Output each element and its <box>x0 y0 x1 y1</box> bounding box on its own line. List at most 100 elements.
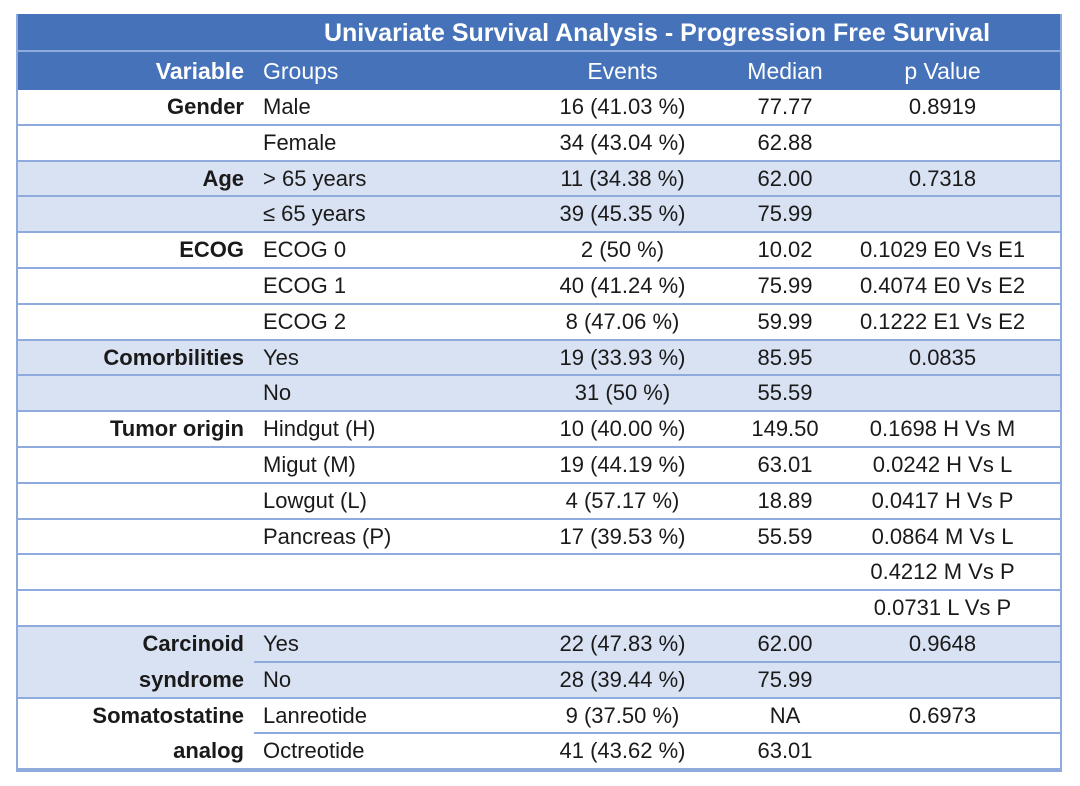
median-cell: 85.95 <box>745 341 825 377</box>
pvalue-cell: 0.4074 E0 Vs E2 <box>825 269 1060 305</box>
pvalue-cell: 0.7318 <box>825 162 1060 198</box>
groups-cell: Octreotide <box>254 734 500 771</box>
pvalue-cell: 0.1698 H Vs M <box>825 412 1060 448</box>
events-cell: 41 (43.62 %) <box>500 734 745 771</box>
median-cell: 77.77 <box>745 90 825 126</box>
table-row: Lowgut (L) 4 (57.17 %) 18.89 0.0417 H Vs… <box>18 483 1060 520</box>
variable-cell <box>18 484 254 520</box>
groups-cell: Lanreotide <box>254 699 500 735</box>
variable-cell <box>18 305 254 341</box>
events-cell: 4 (57.17 %) <box>500 484 745 520</box>
table-row: Pancreas (P) 17 (39.53 %) 55.59 0.0864 M… <box>18 519 1060 556</box>
groups-cell: Migut (M) <box>254 448 500 484</box>
median-cell: 55.59 <box>745 520 825 556</box>
table-row: Somatostatine Lanreotide 9 (37.50 %) NA … <box>18 698 1060 735</box>
pvalue-cell: 0.0242 H Vs L <box>825 448 1060 484</box>
table-row: Migut (M) 19 (44.19 %) 63.01 0.0242 H Vs… <box>18 447 1060 484</box>
groups-cell: No <box>254 663 500 699</box>
events-cell <box>500 555 745 592</box>
groups-cell <box>254 591 500 627</box>
variable-cell: Carcinoid <box>142 630 244 656</box>
events-cell: 2 (50 %) <box>500 233 745 269</box>
groups-cell: Yes <box>254 341 500 377</box>
table-row: Carcinoid Yes 22 (47.83 %) 62.00 0.9648 <box>18 626 1060 663</box>
variable-cell <box>18 126 254 162</box>
groups-cell: Female <box>254 126 500 162</box>
table-row: Tumor origin Hindgut (H) 10 (40.00 %) 14… <box>18 412 1060 448</box>
variable-cell: syndrome <box>18 663 254 699</box>
pvalue-cell <box>825 126 1060 162</box>
variable-cell <box>18 591 254 627</box>
pvalue-cell <box>825 734 1060 771</box>
groups-cell: Male <box>254 90 500 126</box>
variable-cell <box>18 520 254 556</box>
groups-cell: Lowgut (L) <box>254 484 500 520</box>
title-spacer <box>18 14 254 52</box>
events-cell: 8 (47.06 %) <box>500 305 745 341</box>
median-cell: NA <box>745 699 825 735</box>
median-cell: 75.99 <box>745 197 825 234</box>
pvalue-cell: 0.1029 E0 Vs E1 <box>825 233 1060 269</box>
groups-cell: Pancreas (P) <box>254 520 500 556</box>
events-cell: 16 (41.03 %) <box>500 90 745 126</box>
median-cell: 18.89 <box>745 484 825 520</box>
column-header-median: Median <box>747 58 823 84</box>
pvalue-cell: 0.4212 M Vs P <box>825 555 1060 592</box>
pvalue-cell: 0.0731 L Vs P <box>825 591 1060 627</box>
variable-cell <box>18 448 254 484</box>
column-header-variable: Variable <box>155 58 244 84</box>
groups-cell <box>254 555 500 592</box>
column-header-groups: Groups <box>263 58 339 84</box>
median-cell: 10.02 <box>745 233 825 269</box>
events-cell: 28 (39.44 %) <box>500 663 745 699</box>
table-row: No 31 (50 %) 55.59 <box>18 376 1060 413</box>
events-cell <box>500 591 745 627</box>
table-row: 0.0731 L Vs P <box>18 591 1060 627</box>
events-cell: 10 (40.00 %) <box>500 412 745 448</box>
table-header: Univariate Survival Analysis - Progressi… <box>18 14 1060 90</box>
events-cell: 9 (37.50 %) <box>500 699 745 735</box>
pvalue-cell <box>825 376 1060 413</box>
pvalue-cell: 0.0864 M Vs L <box>825 520 1060 556</box>
groups-cell: Yes <box>254 627 500 663</box>
table-row: Female 34 (43.04 %) 62.88 <box>18 125 1060 162</box>
events-cell: 22 (47.83 %) <box>500 627 745 663</box>
table-row: Age > 65 years 11 (34.38 %) 62.00 0.7318 <box>18 161 1060 198</box>
table-row: Comorbilities Yes 19 (33.93 %) 85.95 0.0… <box>18 340 1060 377</box>
median-cell: 149.50 <box>745 412 825 448</box>
groups-cell: ECOG 0 <box>254 233 500 269</box>
events-cell: 39 (45.35 %) <box>500 197 745 234</box>
events-cell: 11 (34.38 %) <box>500 162 745 198</box>
variable-cell <box>18 376 254 413</box>
variable-cell <box>18 197 254 234</box>
median-cell: 75.99 <box>745 269 825 305</box>
table-row: analog Octreotide 41 (43.62 %) 63.01 <box>18 734 1060 771</box>
column-header-pvalue: p Value <box>904 58 981 84</box>
events-cell: 31 (50 %) <box>500 376 745 413</box>
table-row: Gender Male 16 (41.03 %) 77.77 0.8919 <box>18 90 1060 126</box>
events-cell: 40 (41.24 %) <box>500 269 745 305</box>
groups-cell: > 65 years <box>254 162 500 198</box>
table-row: ECOG 2 8 (47.06 %) 59.99 0.1222 E1 Vs E2 <box>18 304 1060 341</box>
table-title: Univariate Survival Analysis - Progressi… <box>254 14 1060 52</box>
column-header-events: Events <box>587 58 658 84</box>
median-cell: 62.00 <box>745 162 825 198</box>
table-title-row: Univariate Survival Analysis - Progressi… <box>18 14 1060 52</box>
survival-analysis-table: Univariate Survival Analysis - Progressi… <box>16 14 1062 773</box>
pvalue-cell: 0.9648 <box>825 627 1060 663</box>
pvalue-cell: 0.0835 <box>825 341 1060 377</box>
pvalue-cell <box>825 663 1060 699</box>
median-cell: 63.01 <box>745 448 825 484</box>
pvalue-cell: 0.8919 <box>825 90 1060 126</box>
events-cell: 19 (44.19 %) <box>500 448 745 484</box>
variable-cell <box>18 269 254 305</box>
table-row: ECOG ECOG 0 2 (50 %) 10.02 0.1029 E0 Vs … <box>18 233 1060 269</box>
events-cell: 19 (33.93 %) <box>500 341 745 377</box>
column-header-row: Variable Groups Events Median p Value <box>18 52 1060 90</box>
events-cell: 34 (43.04 %) <box>500 126 745 162</box>
pvalue-cell: 0.1222 E1 Vs E2 <box>825 305 1060 341</box>
median-cell: 62.00 <box>745 627 825 663</box>
groups-cell: No <box>254 376 500 413</box>
variable-cell: analog <box>18 734 254 771</box>
variable-cell: ECOG <box>18 233 254 269</box>
